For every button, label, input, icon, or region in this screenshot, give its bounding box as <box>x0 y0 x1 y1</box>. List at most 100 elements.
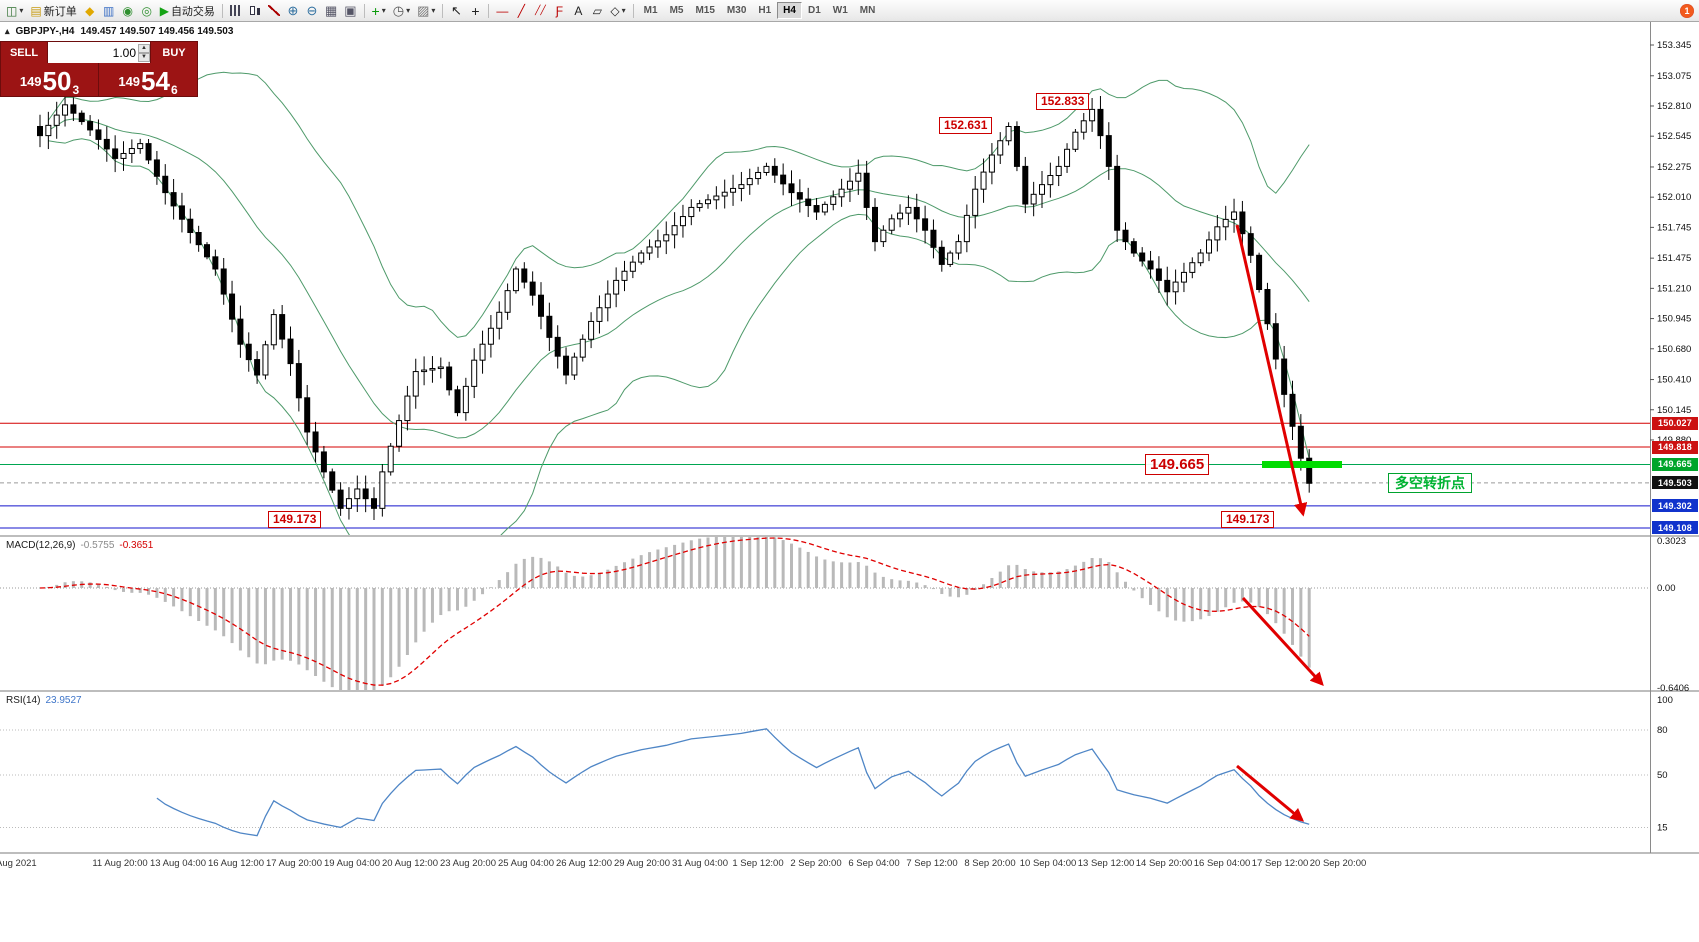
price-label-box[interactable]: 149.173 <box>268 511 322 528</box>
new-order-button[interactable]: ▤ 新订单 <box>27 2 79 20</box>
svg-text:100: 100 <box>1657 695 1673 706</box>
quote-bar: ▴ GBPJPY-,H4 149.457 149.507 149.456 149… <box>5 26 233 37</box>
text-icon: A <box>574 3 583 18</box>
template-icon: ▨ <box>417 2 430 18</box>
timeframe-mn-button[interactable]: MN <box>859 5 876 16</box>
rsi-name: RSI(14) <box>6 695 41 706</box>
zoom-in-button[interactable]: ⊕ <box>284 2 302 20</box>
terminal-button[interactable]: ◎ <box>138 2 156 20</box>
toolbar-separator <box>488 3 490 18</box>
one-click-toggle-icon[interactable]: ▴ <box>5 26 10 36</box>
cursor-button[interactable]: ↖ <box>447 2 465 20</box>
timeframe-h4-button[interactable]: H4 <box>777 2 802 19</box>
autotrading-button[interactable]: ▶ 自动交易 <box>157 2 218 20</box>
price-scale[interactable]: 153.345 153.075 152.810 152.545 152.275 152.0… <box>1650 40 1691 834</box>
new-chart-button[interactable]: ◫ ▾ <box>3 2 26 20</box>
timeframe-w1-button[interactable]: W1 <box>832 5 848 16</box>
channel-button[interactable]: ╱╱ <box>531 2 549 20</box>
tile-windows-button[interactable]: ▦ <box>322 2 340 20</box>
svg-text:17 Aug 20:00: 17 Aug 20:00 <box>266 858 322 869</box>
svg-text:6 Sep 04:00: 6 Sep 04:00 <box>848 858 899 869</box>
indicators-button[interactable]: + ▾ <box>369 2 389 20</box>
zoom-in-icon: ⊕ <box>287 2 299 18</box>
volume-up-button[interactable]: ▲ <box>138 43 150 53</box>
bar-chart-mode-button[interactable] <box>227 2 245 20</box>
diamond-icon: ◆ <box>85 3 95 18</box>
svg-text:150.145: 150.145 <box>1657 405 1691 416</box>
price-label-box[interactable]: 152.833 <box>1036 93 1090 110</box>
add-indicator-icon: + <box>371 2 380 19</box>
label-tool-button[interactable]: ▱ <box>588 2 606 20</box>
svg-text:80: 80 <box>1657 725 1668 736</box>
periods-button[interactable]: ◷ ▾ <box>390 2 413 20</box>
crosshair-button[interactable]: + <box>466 2 484 20</box>
svg-text:14 Sep 20:00: 14 Sep 20:00 <box>1136 858 1193 869</box>
timeframe-m15-button[interactable]: M15 <box>695 5 715 16</box>
navigator-button[interactable]: ◉ <box>119 2 137 20</box>
timeframe-m1-button[interactable]: M1 <box>643 5 658 16</box>
arrange-windows-button[interactable]: ▣ <box>341 2 359 20</box>
price-tag-149.302: 149.302 <box>1652 499 1698 513</box>
horizontal-line-icon: — <box>496 3 509 18</box>
price-label-box[interactable]: 149.665 <box>1145 454 1210 475</box>
buy-button[interactable]: BUY <box>151 42 197 63</box>
svg-text:13 Sep 12:00: 13 Sep 12:00 <box>1078 858 1135 869</box>
svg-text:7 Sep 12:00: 7 Sep 12:00 <box>906 858 957 869</box>
notification-badge[interactable]: 1 <box>1680 4 1694 18</box>
horizontal-line-button[interactable]: — <box>493 2 511 20</box>
svg-text:149.880: 149.880 <box>1657 435 1691 446</box>
text-tool-button[interactable]: A <box>569 2 587 20</box>
price-label-box[interactable]: 149.173 <box>1221 511 1275 528</box>
price-label-box[interactable]: 152.631 <box>939 117 993 134</box>
line-chart-mode-button[interactable] <box>265 2 283 20</box>
toolbar-separator <box>442 3 444 18</box>
buy-price-main: 149 <box>118 74 141 89</box>
data-window-button[interactable]: ▥ <box>100 2 118 20</box>
volume-down-button[interactable]: ▼ <box>138 52 150 62</box>
timeframe-d1-button[interactable]: D1 <box>807 5 821 16</box>
price-tag-149.665: 149.665 <box>1652 457 1698 471</box>
fibonacci-button[interactable]: Ƒ <box>550 2 568 20</box>
market-watch-button[interactable]: ◆ <box>81 2 99 20</box>
volume-input[interactable] <box>48 45 138 60</box>
chart-canvas[interactable]: 153.345 153.075 152.810 152.545 152.275 152.0… <box>0 22 1699 942</box>
macd-indicator-label: MACD(12,26,9) -0.5755 -0.3651 <box>6 540 153 551</box>
bollinger-bands <box>47 71 1310 535</box>
timeframe-m5-button[interactable]: M5 <box>669 5 684 16</box>
clock-icon: ◷ <box>392 2 405 18</box>
svg-text:17 Sep 12:00: 17 Sep 12:00 <box>1252 858 1309 869</box>
terminal-icon: ◎ <box>141 3 152 18</box>
price-tag-150.027: 150.027 <box>1652 416 1698 430</box>
new-order-button-label: 新订单 <box>43 5 77 18</box>
trend-arrows[interactable] <box>1235 224 1324 822</box>
svg-text:16 Sep 04:00: 16 Sep 04:00 <box>1194 858 1251 869</box>
svg-text:1 Sep 12:00: 1 Sep 12:00 <box>732 858 783 869</box>
templates-button[interactable]: ▨ ▾ <box>414 2 438 20</box>
timeframe-h1-button[interactable]: H1 <box>758 5 772 16</box>
line-chart-icon <box>267 5 280 16</box>
trendline-button[interactable]: ╱ <box>512 2 530 20</box>
candlestick-mode-button[interactable] <box>246 2 264 20</box>
data-window-icon: ▥ <box>103 3 115 18</box>
label-icon: ▱ <box>592 3 603 18</box>
macd-value: -0.5755 <box>80 540 115 551</box>
zoom-out-icon: ⊖ <box>306 2 318 18</box>
svg-text:151.745: 151.745 <box>1657 222 1691 233</box>
svg-text:16 Aug 12:00: 16 Aug 12:00 <box>208 858 264 869</box>
buy-price-display[interactable]: 149 54 6 <box>99 63 197 96</box>
channel-icon: ╱╱ <box>534 5 546 15</box>
timeframe-m30-button[interactable]: M30 <box>726 5 747 16</box>
sell-price-display[interactable]: 149 50 3 <box>1 63 99 96</box>
price-tag-149.818: 149.818 <box>1652 440 1698 454</box>
turning-point-note[interactable]: 多空转折点 <box>1388 473 1472 493</box>
toolbar-separator <box>632 3 634 18</box>
rsi-panel <box>0 728 1650 837</box>
zoom-out-button[interactable]: ⊖ <box>303 2 321 20</box>
toolbar-buttons: ◫ ▾ ▤ 新订单 ◆ ▥ ◉ ◎ ▶ 自动交易 ⊕ ⊖ ▦ ▣ + ▾ ◷ ▾ ▨ ▾ ↖ + — ╱ ╱╱ Ƒ A ▱ ◇ ▾ <box>3 2 637 20</box>
svg-text:150.945: 150.945 <box>1657 314 1691 325</box>
buy-price-big: 54 <box>141 66 170 96</box>
shapes-button[interactable]: ◇ ▾ <box>607 2 628 20</box>
svg-text:0.3023: 0.3023 <box>1657 536 1686 547</box>
sell-button[interactable]: SELL <box>1 42 47 63</box>
